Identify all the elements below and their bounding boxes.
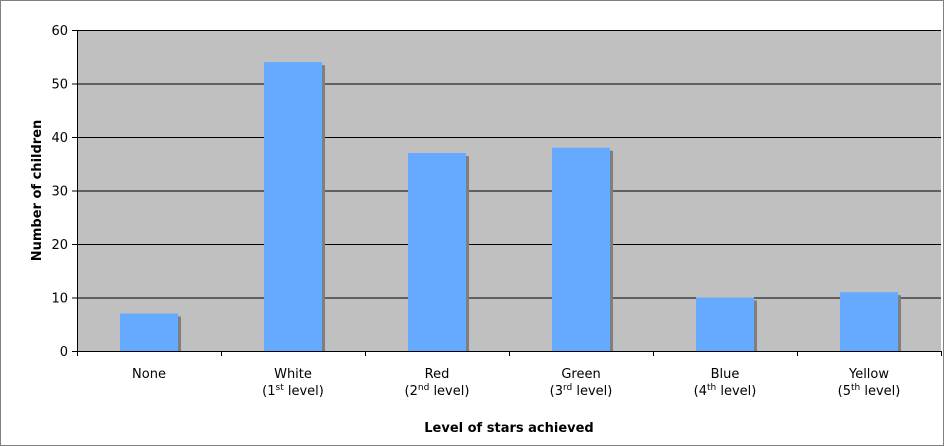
axes [72, 30, 942, 356]
x-category-labels: None White(1st level)Red(2nd level)Green(… [132, 367, 900, 399]
category-sublabel: (1st level) [262, 383, 324, 399]
bar [120, 313, 178, 351]
category-label: Green [561, 367, 600, 382]
category-label: White [274, 367, 312, 382]
y-tick-label: 50 [51, 78, 68, 93]
category-sublabel: (4th level) [694, 383, 757, 399]
bar [696, 297, 754, 351]
category-label: Blue [711, 367, 740, 382]
gridlines [77, 30, 941, 299]
category-label: None [132, 367, 166, 382]
y-tick-labels: 0 10 20 30 40 50 60 [51, 24, 68, 360]
category-label: Red [425, 367, 450, 382]
y-tick-label: 0 [60, 345, 68, 360]
category-label: Yellow [848, 367, 889, 382]
bar [408, 153, 466, 351]
bar [552, 147, 610, 351]
y-tick-label: 20 [51, 238, 68, 253]
y-tick-label: 30 [51, 185, 68, 200]
y-axis-title: Number of children [30, 120, 45, 262]
x-axis-title: Level of stars achieved [424, 421, 594, 436]
bar [264, 62, 322, 351]
category-sublabel: (3rd level) [550, 383, 613, 399]
bar [840, 292, 898, 351]
category-sublabel: (2nd level) [405, 383, 470, 399]
y-tick-label: 40 [51, 131, 68, 146]
bars [120, 62, 901, 351]
category-sublabel: (5th level) [838, 383, 901, 399]
y-tick-label: 60 [51, 24, 68, 39]
y-tick-label: 10 [51, 292, 68, 307]
